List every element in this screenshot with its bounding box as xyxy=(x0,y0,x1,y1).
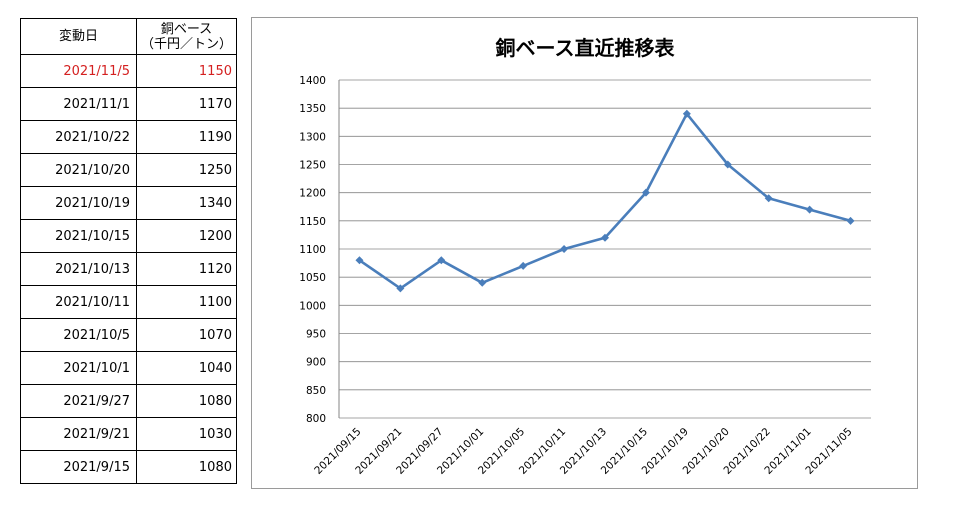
header-copper-base-unit: （千円／トン） xyxy=(141,36,233,52)
y-tick-label: 1050 xyxy=(299,272,326,284)
copper-price-table: 変動日 銅ベース （千円／トン） 2021/11/5 1150 2021/11/1 1… xyxy=(20,18,237,484)
data-point-marker xyxy=(805,205,814,214)
cell-change-date: 2021/10/22 xyxy=(20,120,137,154)
table-row: 2021/10/22 1190 xyxy=(20,120,237,154)
chart-frame: 銅ベース直近推移表 800 850 900 950 1000 1050 1100 1150 12… xyxy=(251,17,918,489)
table-row: 2021/10/1 1040 xyxy=(20,351,237,385)
y-tick-label: 800 xyxy=(306,413,326,425)
data-point-marker xyxy=(846,216,855,225)
cell-change-date: 2021/10/20 xyxy=(20,153,137,187)
series-layer xyxy=(355,109,855,293)
y-axis-ticks: 800 850 900 950 1000 1050 1100 1150 1200 1250 1300… xyxy=(299,75,326,425)
data-point-marker xyxy=(478,278,487,287)
cell-copper-base-price: 1040 xyxy=(136,351,237,385)
table-row: 2021/9/27 1080 xyxy=(20,384,237,418)
cell-change-date: 2021/11/1 xyxy=(20,87,137,121)
table-row: 2021/11/1 1170 xyxy=(20,87,237,121)
data-point-marker xyxy=(519,261,528,270)
copper-price-line-chart: 銅ベース直近推移表 800 850 900 950 1000 1050 1100 1150 12… xyxy=(299,36,871,477)
cell-change-date: 2021/11/5 xyxy=(20,54,137,88)
data-point-marker xyxy=(764,194,773,203)
y-tick-label: 850 xyxy=(306,385,326,397)
data-point-marker xyxy=(641,188,650,197)
header-change-date: 変動日 xyxy=(20,18,137,55)
table-row: 2021/9/21 1030 xyxy=(20,417,237,451)
cell-copper-base-price: 1190 xyxy=(136,120,237,154)
y-tick-label: 1400 xyxy=(299,75,326,87)
y-tick-label: 950 xyxy=(306,329,326,341)
y-tick-label: 1200 xyxy=(299,188,326,200)
header-copper-base: 銅ベース （千円／トン） xyxy=(136,18,237,55)
y-tick-label: 1250 xyxy=(299,160,326,172)
cell-change-date: 2021/10/13 xyxy=(20,252,137,286)
y-tick-label: 1150 xyxy=(299,216,326,228)
table-row: 2021/10/19 1340 xyxy=(20,186,237,220)
y-tick-label: 900 xyxy=(306,357,326,369)
cell-copper-base-price: 1070 xyxy=(136,318,237,352)
data-point-marker xyxy=(396,284,405,293)
cell-copper-base-price: 1150 xyxy=(136,54,237,88)
gridlines xyxy=(338,79,871,419)
data-point-marker xyxy=(560,245,569,253)
table-row: 2021/9/15 1080 xyxy=(20,450,237,484)
table-header-row: 変動日 銅ベース （千円／トン） xyxy=(20,18,237,55)
table-row: 2021/10/15 1200 xyxy=(20,219,237,253)
table-row: 2021/10/13 1120 xyxy=(20,252,237,286)
cell-change-date: 2021/9/21 xyxy=(20,417,137,451)
table-row: 2021/11/5 1150 xyxy=(20,54,237,88)
cell-copper-base-price: 1340 xyxy=(136,186,237,220)
cell-change-date: 2021/10/19 xyxy=(20,186,137,220)
table-row: 2021/10/5 1070 xyxy=(20,318,237,352)
table-row: 2021/10/11 1100 xyxy=(20,285,237,319)
cell-copper-base-price: 1170 xyxy=(136,87,237,121)
cell-change-date: 2021/10/11 xyxy=(20,285,137,319)
cell-copper-base-price: 1100 xyxy=(136,285,237,319)
cell-copper-base-price: 1080 xyxy=(136,450,237,484)
cell-change-date: 2021/10/15 xyxy=(20,219,137,253)
cell-copper-base-price: 1200 xyxy=(136,219,237,253)
y-tick-label: 1300 xyxy=(299,131,326,143)
y-tick-label: 1000 xyxy=(299,300,326,312)
table-body: 2021/11/5 1150 2021/11/1 1170 2021/10/22 1190… xyxy=(20,54,237,484)
cell-copper-base-price: 1250 xyxy=(136,153,237,187)
cell-copper-base-price: 1080 xyxy=(136,384,237,418)
cell-change-date: 2021/10/5 xyxy=(20,318,137,352)
data-point-marker xyxy=(437,256,446,265)
data-point-marker xyxy=(355,256,364,265)
cell-change-date: 2021/10/1 xyxy=(20,351,137,385)
y-tick-label: 1350 xyxy=(299,103,326,115)
chart-title: 銅ベース直近推移表 xyxy=(496,36,676,60)
table-row: 2021/10/20 1250 xyxy=(20,153,237,187)
cell-copper-base-price: 1030 xyxy=(136,417,237,451)
data-point-marker xyxy=(682,109,691,118)
x-axis-ticks: 2021/09/152021/09/212021/09/272021/10/01… xyxy=(312,426,854,477)
data-point-marker xyxy=(723,160,732,169)
cell-copper-base-price: 1120 xyxy=(136,252,237,286)
y-tick-label: 1100 xyxy=(299,244,326,256)
header-copper-base-line1: 銅ベース xyxy=(160,21,213,37)
cell-change-date: 2021/9/15 xyxy=(20,450,137,484)
data-point-marker xyxy=(601,233,609,242)
cell-change-date: 2021/9/27 xyxy=(20,384,137,418)
series-line xyxy=(358,112,851,290)
